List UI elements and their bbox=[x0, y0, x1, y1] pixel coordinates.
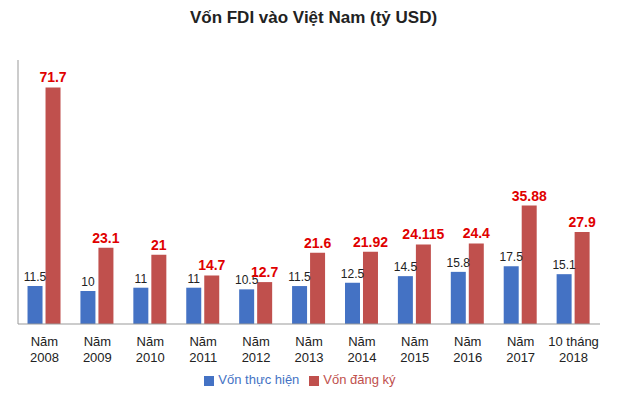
svg-text:12.5: 12.5 bbox=[341, 267, 365, 281]
html-text:Vốn FDI vào Việt Nam (tỷ USD): Vốn FDI vào Việt Nam (tỷ USD) bbox=[189, 8, 438, 27]
svg-text:11.5: 11.5 bbox=[288, 270, 311, 284]
svg-text:14.7: 14.7 bbox=[198, 257, 225, 273]
svg-text:Năm2016: Năm2016 bbox=[453, 334, 482, 365]
svg-text:14.5: 14.5 bbox=[394, 260, 418, 274]
svg-text:71.7: 71.7 bbox=[39, 69, 66, 85]
svg-text:21.6: 21.6 bbox=[304, 235, 331, 251]
svg-text:10 tháng2018: 10 tháng2018 bbox=[548, 334, 599, 365]
svg-text:24.115: 24.115 bbox=[402, 226, 444, 242]
svg-text:15.8: 15.8 bbox=[447, 256, 471, 270]
svg-text:11: 11 bbox=[188, 272, 201, 286]
svg-text:Năm2017: Năm2017 bbox=[506, 334, 535, 365]
html-text:Vốn thực hiện: Vốn thực hiện bbox=[218, 372, 300, 387]
html-text:Vốn đăng ký: Vốn đăng ký bbox=[323, 372, 396, 387]
svg-text:Năm2015: Năm2015 bbox=[400, 334, 429, 365]
svg-text:Năm2014: Năm2014 bbox=[347, 334, 376, 365]
svg-text:15.1: 15.1 bbox=[552, 258, 576, 272]
svg-text:Năm2010: Năm2010 bbox=[136, 334, 165, 365]
svg-text:Năm2009: Năm2009 bbox=[83, 334, 112, 365]
svg-text:24.4: 24.4 bbox=[463, 225, 490, 241]
svg-text:10: 10 bbox=[81, 275, 95, 289]
svg-text:12.7: 12.7 bbox=[251, 264, 278, 280]
svg-text:17.5: 17.5 bbox=[500, 250, 524, 264]
svg-text:35.88: 35.88 bbox=[512, 188, 547, 204]
svg-text:Năm2008: Năm2008 bbox=[30, 334, 59, 365]
svg-text:10.5: 10.5 bbox=[235, 273, 259, 288]
svg-text:23.1: 23.1 bbox=[92, 230, 119, 246]
svg-text:Năm2013: Năm2013 bbox=[295, 334, 324, 365]
svg-text:11: 11 bbox=[135, 272, 148, 286]
svg-text:21: 21 bbox=[151, 237, 167, 253]
svg-text:21.92: 21.92 bbox=[353, 234, 388, 250]
svg-text:Năm2012: Năm2012 bbox=[242, 334, 271, 365]
svg-text:27.9: 27.9 bbox=[568, 214, 595, 230]
svg-text:Năm2011: Năm2011 bbox=[189, 334, 217, 365]
svg-text:11.5: 11.5 bbox=[24, 270, 47, 284]
